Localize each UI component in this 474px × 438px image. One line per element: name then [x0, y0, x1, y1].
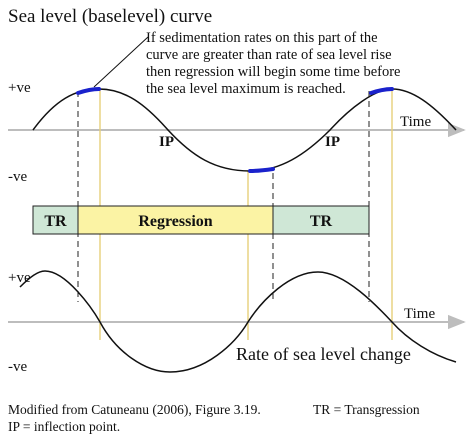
- caption-legend-tr: TR = Transgression: [313, 402, 420, 417]
- highlight-segment: [369, 87, 394, 95]
- annotation-text: If sedimentation rates on this part of t…: [146, 30, 401, 97]
- top-y-negative-label: -ve: [8, 169, 27, 185]
- diagram-title: Sea level (baselevel) curve: [8, 6, 212, 27]
- top-time-label: Time: [400, 114, 431, 130]
- rate-of-change-curve: [19, 270, 457, 373]
- bottom-y-positive-label: +ve: [8, 270, 31, 286]
- annotation-line: then regression will begin some time bef…: [146, 64, 401, 80]
- caption-source: Modified from Catuneanu (2006), Figure 3…: [8, 402, 261, 417]
- inflection-point-label: IP: [159, 134, 174, 150]
- band-label: TR: [44, 213, 67, 230]
- highlight-segment: [76, 87, 101, 95]
- annotation-line: If sedimentation rates on this part of t…: [146, 30, 378, 46]
- highlight-segment: [248, 167, 275, 173]
- bottom-time-label: Time: [404, 306, 435, 322]
- annotation-leader: [93, 36, 149, 88]
- highlight-segments: [76, 87, 394, 173]
- systems-band: TR Regression TR: [32, 205, 370, 235]
- transgression-segment: [32, 205, 79, 235]
- rate-curve-label: Rate of sea level change: [236, 344, 411, 364]
- regression-segment: [77, 205, 274, 235]
- band-label: TR: [310, 213, 333, 230]
- annotation-line: curve are greater than rate of sea level…: [146, 47, 392, 63]
- annotation-line: the sea level maximum is reached.: [146, 81, 346, 97]
- band-label: Regression: [138, 213, 212, 230]
- inflection-point-label: IP: [325, 134, 340, 150]
- top-y-positive-label: +ve: [8, 80, 31, 96]
- caption-legend-ip: IP = inflection point.: [8, 419, 120, 434]
- bottom-y-negative-label: -ve: [8, 359, 27, 375]
- dashed-guides: [77, 91, 370, 302]
- transgression-segment: [272, 205, 370, 235]
